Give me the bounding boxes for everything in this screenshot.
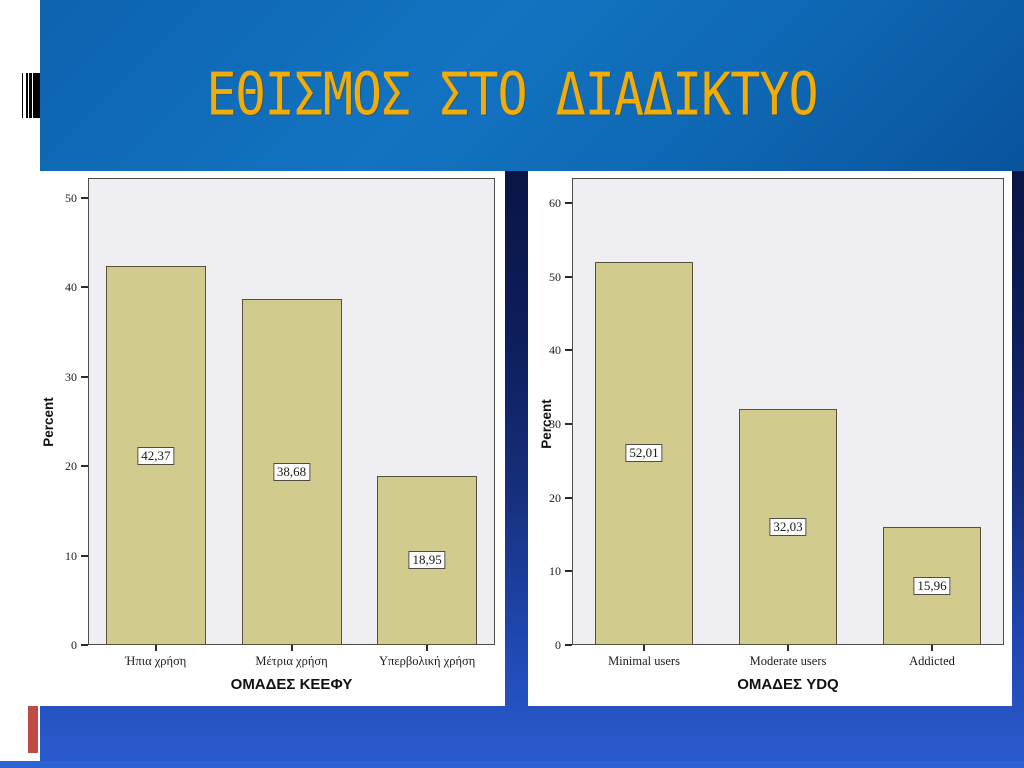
y-axis-tick-label: 20 — [65, 459, 77, 474]
y-axis-tick-label: 10 — [549, 564, 561, 579]
chart-omades-keefy: 0 10 20 30 40 50 42,37 Ήπια χρήση 38,68 Μέτρια χρ… — [40, 171, 505, 706]
y-axis-tick — [565, 423, 572, 425]
y-axis-tick-label: 20 — [549, 490, 561, 505]
slide-title: ΕΘΙΣΜΟΣ ΣΤΟ ΔΙΑΔΙΚΤΥΟ — [206, 60, 818, 129]
barcode-icon — [22, 73, 40, 118]
red-accent-bar — [28, 706, 38, 753]
category-label: Ήπια χρήση — [125, 654, 187, 668]
y-axis-tick-label: 40 — [65, 280, 77, 295]
y-axis-tick-label: 0 — [555, 638, 561, 652]
y-axis-tick — [81, 465, 88, 468]
x-axis-title: ΟΜΑΔΕΣ ΚΕΕΦΥ — [230, 676, 353, 693]
y-axis-tick — [565, 644, 572, 646]
x-axis-tick — [931, 645, 933, 651]
y-axis-tick-label: 60 — [549, 196, 561, 210]
title-band — [40, 0, 1024, 173]
category-label: Moderate users — [749, 654, 827, 668]
y-axis-title: Percent — [539, 399, 554, 449]
y-axis-tick — [565, 275, 572, 278]
y-axis-tick — [81, 286, 88, 289]
x-axis-tick — [426, 645, 429, 651]
y-axis-tick-label: 50 — [65, 191, 77, 205]
category-label: Υπερβολική χρήση — [379, 654, 476, 668]
category-label: Addicted — [909, 654, 955, 668]
bottom-strip — [0, 761, 1024, 768]
category-label: Μέτρια χρήση — [255, 654, 328, 668]
bar-value-label: 42,37 — [137, 446, 175, 465]
bar-value-label: 38,68 — [272, 463, 311, 482]
y-axis-tick-label: 0 — [71, 638, 77, 652]
y-axis-tick-label: 10 — [65, 548, 77, 563]
x-axis-title: ΟΜΑΔΕΣ YDQ — [737, 676, 839, 693]
x-axis-tick — [154, 645, 157, 651]
y-axis-tick — [565, 496, 572, 499]
x-axis-tick — [643, 645, 645, 651]
y-axis-tick — [81, 375, 88, 378]
y-axis-title: Percent — [41, 396, 56, 447]
bar-value-label: 15,96 — [913, 577, 951, 596]
bar-value-label: 32,03 — [769, 518, 807, 537]
bar-value-label: 52,01 — [625, 444, 663, 463]
y-axis-tick — [565, 349, 572, 352]
bar-value-label: 18,95 — [408, 551, 446, 570]
y-axis-tick-label: 40 — [549, 343, 561, 358]
y-axis-tick-label: 30 — [65, 369, 77, 384]
y-axis-tick-label: 50 — [549, 269, 561, 284]
chart-omades-ydq: 0 10 20 30 40 50 60 52,01 Minimal users 32,03 Mode… — [528, 171, 1012, 706]
x-axis-tick — [290, 645, 293, 651]
category-label: Minimal users — [608, 654, 680, 668]
y-axis-tick — [81, 554, 88, 557]
y-axis-tick — [81, 197, 88, 199]
x-axis-tick — [787, 645, 789, 651]
y-axis-tick-label: 30 — [549, 417, 561, 431]
y-axis-tick — [565, 570, 572, 573]
y-axis-tick — [81, 644, 88, 646]
y-axis-tick — [565, 202, 572, 204]
